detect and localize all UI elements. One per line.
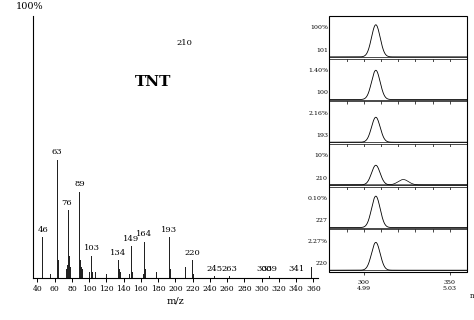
Text: min: min <box>470 292 474 300</box>
Text: 220: 220 <box>185 249 201 257</box>
Text: 193: 193 <box>161 226 177 234</box>
Text: 245: 245 <box>206 265 222 273</box>
Text: 10%: 10% <box>314 153 328 158</box>
X-axis label: m/z: m/z <box>166 296 184 305</box>
Bar <box>156 272 157 278</box>
Bar <box>92 272 93 278</box>
Text: 100%: 100% <box>16 2 44 11</box>
Text: 103: 103 <box>84 244 100 252</box>
Text: 210: 210 <box>316 176 328 181</box>
Bar <box>71 269 72 278</box>
Bar <box>79 192 80 278</box>
Text: 2.16%: 2.16% <box>308 111 328 116</box>
Bar <box>184 251 185 278</box>
Text: 210: 210 <box>176 39 192 47</box>
Bar <box>214 276 215 278</box>
Bar <box>106 274 107 278</box>
Bar <box>70 267 71 278</box>
Text: 4.99: 4.99 <box>357 286 371 291</box>
Text: 164: 164 <box>137 230 153 238</box>
Text: 89: 89 <box>74 180 85 188</box>
Text: TNT: TNT <box>135 75 171 89</box>
Bar <box>129 274 130 278</box>
Bar <box>131 246 132 278</box>
Bar <box>57 160 58 278</box>
Bar <box>72 272 73 278</box>
Text: 100%: 100% <box>310 25 328 30</box>
Bar <box>66 269 67 278</box>
Bar <box>119 269 120 278</box>
Bar <box>81 267 82 278</box>
Bar <box>80 260 81 278</box>
Text: 101: 101 <box>316 48 328 53</box>
Bar <box>144 242 145 278</box>
Bar <box>193 274 194 278</box>
Text: 263: 263 <box>222 265 237 273</box>
Text: 134: 134 <box>110 249 127 257</box>
Text: 76: 76 <box>62 198 72 206</box>
Bar <box>95 272 96 278</box>
Text: 5.03: 5.03 <box>443 286 457 291</box>
Bar <box>132 272 133 278</box>
Text: 193: 193 <box>316 133 328 138</box>
Bar <box>311 267 312 278</box>
Bar <box>192 260 193 278</box>
Bar <box>69 256 70 278</box>
Bar <box>183 50 184 278</box>
Text: 1.40%: 1.40% <box>308 68 328 73</box>
Bar <box>185 267 186 278</box>
Text: 100: 100 <box>316 91 328 95</box>
Text: 309: 309 <box>261 265 277 273</box>
Text: 46: 46 <box>37 226 48 234</box>
Text: 0.10%: 0.10% <box>308 196 328 201</box>
Bar <box>269 276 270 278</box>
Bar <box>170 269 171 278</box>
Bar <box>229 276 230 278</box>
Bar <box>68 210 69 278</box>
Bar <box>67 265 68 278</box>
Text: 303: 303 <box>256 265 272 273</box>
Text: 220: 220 <box>316 261 328 266</box>
Bar <box>52 272 53 278</box>
Bar <box>171 272 172 278</box>
Bar <box>42 237 43 278</box>
Bar <box>118 260 119 278</box>
Text: 63: 63 <box>52 148 63 156</box>
Bar <box>145 269 146 278</box>
Text: 149: 149 <box>123 235 139 243</box>
Bar <box>91 256 92 278</box>
Bar <box>46 269 47 278</box>
Bar <box>50 274 51 278</box>
Text: 227: 227 <box>316 219 328 223</box>
Bar <box>89 272 90 278</box>
Text: 341: 341 <box>289 265 305 273</box>
Text: 2.27%: 2.27% <box>308 239 328 244</box>
Bar <box>169 237 170 278</box>
Bar <box>143 274 144 278</box>
